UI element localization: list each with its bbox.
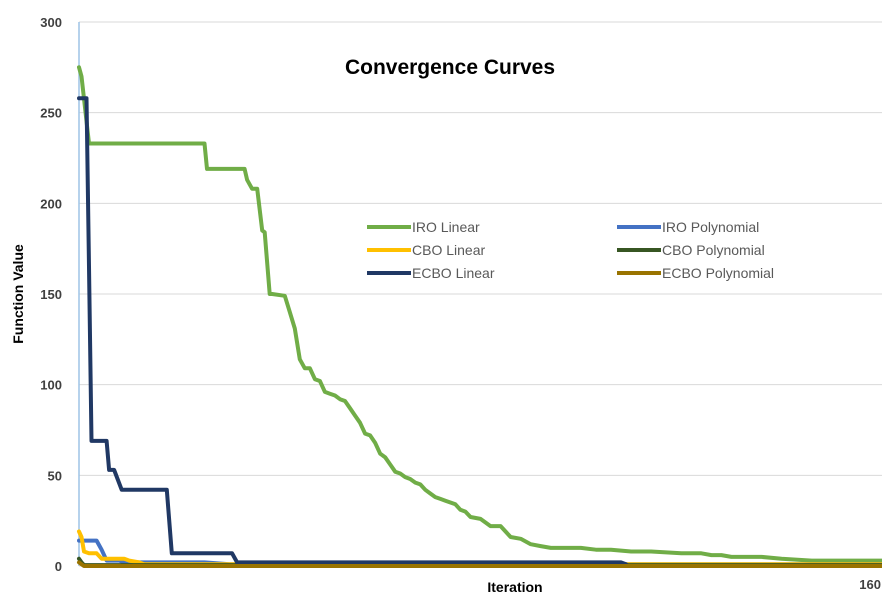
y-tick-label: 150 [40, 287, 62, 302]
legend-item: IRO Polynomial [617, 219, 759, 235]
y-tick-label: 50 [48, 468, 62, 483]
legend: IRO Linear IRO Polynomial CBO Linear CBO Po… [367, 219, 774, 281]
legend-item: CBO Linear [367, 242, 485, 258]
x-tick-label: 160 [859, 577, 881, 592]
legend-item: ECBO Polynomial [617, 265, 774, 281]
y-tick-label: 250 [40, 106, 62, 121]
legend-label: IRO Linear [412, 219, 480, 235]
legend-item: IRO Linear [367, 219, 480, 235]
y-tick-label: 0 [55, 559, 62, 574]
y-tick-label: 200 [40, 196, 62, 211]
chart-title: Convergence Curves [345, 56, 555, 79]
legend-label: IRO Polynomial [662, 219, 759, 235]
legend-label: CBO Polynomial [662, 242, 765, 258]
y-axis-title: Function Value [10, 244, 26, 344]
legend-label: ECBO Linear [412, 265, 495, 281]
plot-area [77, 65, 882, 568]
series-line-iro-linear [77, 65, 882, 563]
x-axis-title: Iteration [487, 579, 542, 594]
series-line-ecbo-linear [77, 96, 628, 567]
legend-item: CBO Polynomial [617, 242, 765, 258]
tick-labels: 0 50 100 150 200 250 300 160 [40, 15, 881, 592]
series-line-ecbo-polynomial [77, 560, 882, 568]
legend-item: ECBO Linear [367, 265, 495, 281]
legend-label: ECBO Polynomial [662, 265, 774, 281]
y-tick-label: 100 [40, 378, 62, 393]
series-line-cbo-linear [77, 529, 882, 567]
legend-label: CBO Linear [412, 242, 485, 258]
y-tick-label: 300 [40, 15, 62, 30]
gridlines [79, 21, 882, 476]
